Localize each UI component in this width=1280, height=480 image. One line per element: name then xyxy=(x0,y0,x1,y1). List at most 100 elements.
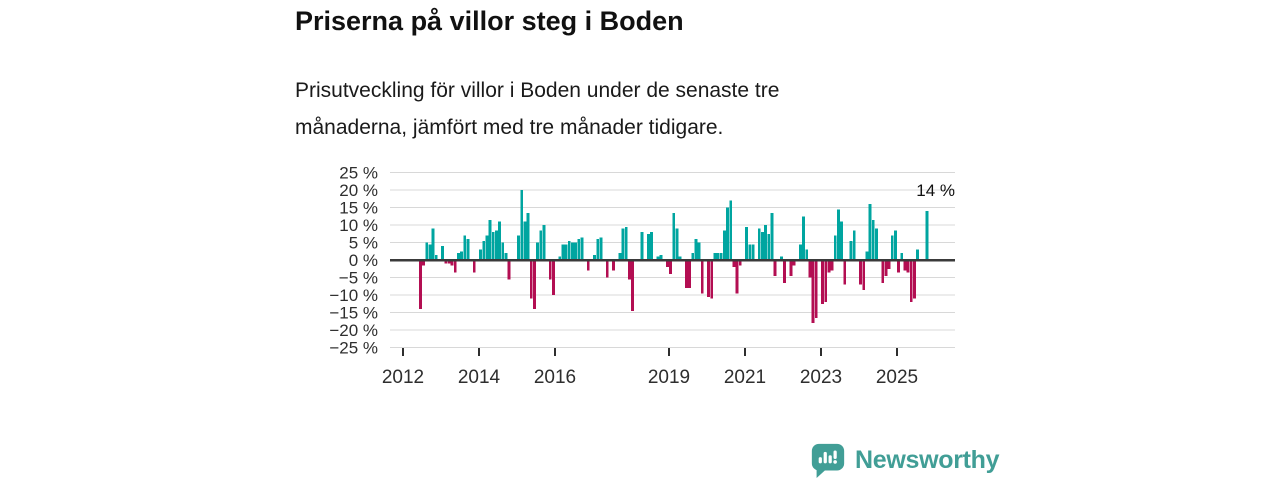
bar-positive xyxy=(441,246,444,260)
bar-positive xyxy=(466,239,470,260)
bar-negative xyxy=(450,260,454,266)
x-tick-label: 2023 xyxy=(800,367,842,388)
bar-positive xyxy=(767,233,771,260)
bar-positive xyxy=(745,226,748,260)
bar-positive xyxy=(599,237,603,260)
bar-positive xyxy=(428,244,432,260)
x-tick-label: 2021 xyxy=(724,367,766,388)
bar-negative xyxy=(811,260,815,323)
bar-positive xyxy=(536,242,539,260)
bar-positive xyxy=(542,225,546,260)
bar-positive xyxy=(723,230,726,260)
y-tick-label: −25 % xyxy=(329,339,378,358)
bar-negative xyxy=(688,260,691,288)
x-tick-label: 2019 xyxy=(648,367,690,388)
bar-negative xyxy=(552,260,555,295)
bar-positive xyxy=(729,200,733,260)
bar-positive xyxy=(849,240,853,260)
bar-positive xyxy=(925,211,929,260)
bar-negative xyxy=(909,260,913,302)
bar-negative xyxy=(789,260,793,276)
bar-negative xyxy=(628,260,631,280)
bar-positive xyxy=(852,230,856,260)
bar-positive xyxy=(517,235,520,260)
bar-positive xyxy=(805,249,809,260)
bar-negative xyxy=(821,260,824,304)
bar-negative xyxy=(808,260,812,278)
page-title: Priserna på villor steg i Boden xyxy=(295,6,684,36)
bar-positive xyxy=(761,232,764,260)
bar-positive xyxy=(916,249,919,260)
bar-negative xyxy=(472,260,476,273)
bar-negative xyxy=(586,260,590,271)
bar-positive xyxy=(694,239,698,260)
newsworthy-logo-icon xyxy=(811,443,845,479)
bar-negative xyxy=(533,260,536,309)
bar-negative xyxy=(453,260,457,273)
newsworthy-logo[interactable]: Newsworthy xyxy=(809,441,1000,479)
bar-positive xyxy=(900,253,904,260)
bar-positive xyxy=(890,235,894,260)
bar-positive xyxy=(621,228,625,260)
subtitle-line-2: månaderna, jämfört med tre månader tidig… xyxy=(295,116,724,139)
y-tick-label: −20 % xyxy=(329,321,378,340)
bar-positive xyxy=(520,190,524,260)
bar-positive xyxy=(865,251,869,260)
y-tick-label: 0 % xyxy=(349,251,378,270)
bar-negative xyxy=(792,260,796,266)
bar-positive xyxy=(672,212,676,260)
y-tick-label: 5 % xyxy=(349,234,378,253)
bar-positive xyxy=(564,244,568,260)
bar-negative xyxy=(419,260,422,309)
y-tick-label: 15 % xyxy=(339,199,378,218)
bar-negative xyxy=(903,260,907,271)
bar-positive xyxy=(716,253,720,260)
bar-positive xyxy=(558,256,562,260)
bar-positive xyxy=(647,233,650,260)
bar-positive xyxy=(875,228,878,260)
bar-negative xyxy=(732,260,736,267)
bar-positive xyxy=(624,226,628,260)
bar-positive xyxy=(577,239,581,260)
bar-negative xyxy=(738,260,742,266)
bar-negative xyxy=(707,260,710,297)
bar-positive xyxy=(482,240,486,260)
bar-positive xyxy=(837,209,840,260)
bar-negative xyxy=(859,260,862,285)
bar-negative xyxy=(814,260,818,318)
bar-positive xyxy=(488,219,492,260)
bar-negative xyxy=(843,260,847,285)
bar-negative xyxy=(631,260,634,311)
latest-value-annotation: 14 % xyxy=(916,181,955,200)
bar-negative xyxy=(735,260,739,294)
bar-positive xyxy=(574,242,577,260)
x-tick-label: 2016 xyxy=(534,367,576,388)
bar-positive xyxy=(780,256,783,260)
bar-positive xyxy=(463,235,467,260)
bar-positive xyxy=(726,207,729,260)
bar-positive xyxy=(593,254,596,260)
bar-negative xyxy=(507,260,511,280)
bar-positive xyxy=(580,237,584,260)
bar-positive xyxy=(526,212,530,260)
x-tick-label: 2014 xyxy=(458,367,501,388)
bar-positive xyxy=(596,239,600,260)
subtitle-line-1: Prisutveckling för villor i Boden under … xyxy=(295,79,780,102)
chart-subtitle: Prisutveckling för villor i Boden under … xyxy=(295,72,779,146)
bar-positive xyxy=(485,235,489,260)
bar-positive xyxy=(561,244,565,260)
bar-negative xyxy=(906,260,910,273)
bar-positive xyxy=(491,232,495,260)
bar-positive xyxy=(719,253,723,260)
bar-negative xyxy=(666,260,669,267)
bar-negative xyxy=(548,260,552,280)
bar-positive xyxy=(523,221,527,260)
bar-positive xyxy=(748,244,752,260)
bar-positive xyxy=(479,249,482,260)
bar-negative xyxy=(913,260,916,299)
bar-positive xyxy=(504,253,508,260)
bar-negative xyxy=(444,260,448,264)
bar-positive xyxy=(571,242,574,260)
